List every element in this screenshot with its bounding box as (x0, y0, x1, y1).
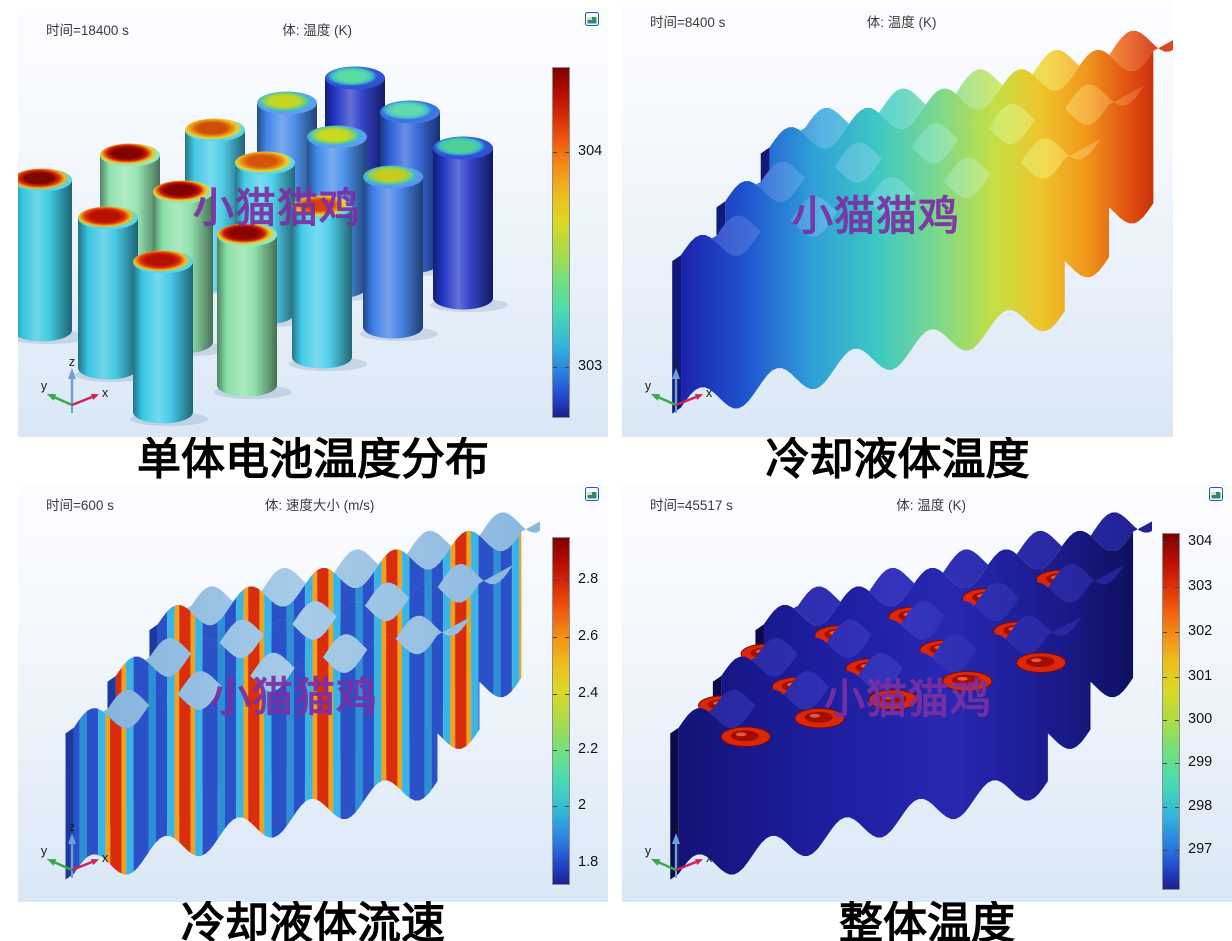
color-legend: 304 303 (552, 67, 630, 418)
axis-y-label: y (41, 379, 48, 393)
axis-z-label: z (69, 359, 75, 369)
simulation-3d-view[interactable] (18, 8, 540, 437)
plot-window-icon[interactable] (1209, 487, 1223, 501)
z-axis-arrow (672, 833, 680, 844)
axis-triad: z y x (41, 359, 109, 413)
x-axis-arrow (90, 859, 99, 865)
axis-z-label: z (673, 824, 679, 834)
panel-overall-temperature: 时间=45517 s 体: 温度 (K) 304 303 302 301 300 299 2… (622, 483, 1232, 902)
x-axis-arrow (694, 859, 703, 865)
panel-cell-temperature: 时间=18400 s 体: 温度 (K) 304 303 z y x 小猫猫鸡 (18, 8, 608, 437)
watermark: 小猫猫鸡 (792, 193, 960, 239)
axis-triad: z y x (645, 824, 713, 878)
plot-type-label: 体: 温度 (K) (896, 498, 967, 513)
z-axis-arrow (68, 833, 76, 844)
z-axis-arrow (672, 368, 680, 379)
color-legend: 2.8 2.6 2.4 2.2 2 1.8 (552, 537, 630, 885)
watermark: 小猫猫鸡 (210, 674, 378, 720)
watermark: 小猫猫鸡 (824, 676, 992, 722)
simulation-3d-view[interactable] (622, 0, 1173, 437)
axis-triad: z y x (41, 824, 109, 878)
plot-type-label: 体: 温度 (K) (866, 15, 937, 30)
axis-y-label: y (645, 379, 652, 393)
time-label: 时间=45517 s (650, 498, 733, 513)
axis-z-label: z (673, 359, 679, 369)
axis-x-label: x (102, 386, 109, 400)
time-label: 时间=8400 s (650, 15, 726, 30)
y-axis-arrow (46, 393, 57, 401)
caption-cell-temperature: 单体电池温度分布 (137, 437, 489, 483)
y-axis-arrow (650, 858, 661, 866)
panel-coolant-velocity: 时间=600 s 体: 速度大小 (m/s) 2.8 2.6 2.4 2.2 2 1.8 … (18, 483, 608, 902)
plot-type-label: 体: 速度大小 (m/s) (264, 498, 375, 513)
time-label: 时间=18400 s (46, 23, 129, 38)
z-axis-arrow (68, 368, 76, 379)
y-axis-arrow (46, 858, 57, 866)
color-legend: 304 303 302 301 300 299 298 297 (1162, 533, 1232, 890)
axis-y-label: y (645, 844, 652, 858)
plot-window-icon[interactable] (585, 12, 599, 26)
axis-x-label: x (102, 851, 109, 865)
axis-x-label: x (706, 851, 713, 865)
y-axis-arrow (650, 393, 661, 401)
caption-coolant-velocity: 冷却液体流速 (181, 901, 445, 941)
x-axis-arrow (694, 394, 703, 400)
panel-coolant-temperature: 时间=8400 s 体: 温度 (K) z y x 小猫猫鸡 (622, 0, 1173, 437)
axis-triad: z y x (645, 359, 713, 413)
axis-z-label: z (69, 824, 75, 834)
time-label: 时间=600 s (46, 498, 114, 513)
caption-coolant-temperature: 冷却液体温度 (765, 437, 1030, 483)
watermark: 小猫猫鸡 (193, 185, 361, 231)
simulation-3d-view[interactable] (18, 483, 540, 902)
axis-y-label: y (41, 844, 48, 858)
caption-overall-temperature: 整体温度 (839, 901, 1015, 941)
axis-x-label: x (706, 386, 713, 400)
plot-type-label: 体: 温度 (K) (282, 23, 353, 38)
x-axis-arrow (90, 394, 99, 400)
simulation-3d-view[interactable] (622, 483, 1152, 902)
plot-window-icon[interactable] (585, 487, 599, 501)
